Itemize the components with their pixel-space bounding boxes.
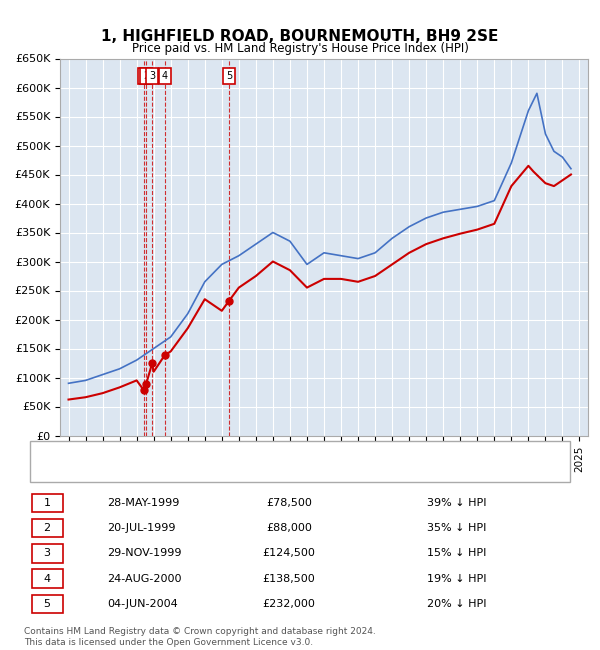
FancyBboxPatch shape [32, 595, 62, 613]
Text: £232,000: £232,000 [263, 599, 316, 609]
Text: Contains HM Land Registry data © Crown copyright and database right 2024.
This d: Contains HM Land Registry data © Crown c… [24, 627, 376, 647]
Text: 5: 5 [226, 71, 232, 81]
Text: 20-JUL-1999: 20-JUL-1999 [107, 523, 175, 533]
Text: 1, HIGHFIELD ROAD, BOURNEMOUTH, BH9 2SE: 1, HIGHFIELD ROAD, BOURNEMOUTH, BH9 2SE [101, 29, 499, 44]
Text: 5: 5 [44, 599, 50, 609]
Text: 2: 2 [44, 523, 51, 533]
Text: Price paid vs. HM Land Registry's House Price Index (HPI): Price paid vs. HM Land Registry's House … [131, 42, 469, 55]
Text: 29-NOV-1999: 29-NOV-1999 [107, 549, 181, 558]
Text: 39% ↓ HPI: 39% ↓ HPI [427, 498, 487, 508]
FancyBboxPatch shape [32, 544, 62, 562]
FancyBboxPatch shape [32, 494, 62, 512]
Text: 3: 3 [149, 71, 155, 81]
Text: HPI: Average price, detached house, Bournemouth Christchurch and Poole: HPI: Average price, detached house, Bour… [74, 467, 437, 476]
Text: £88,000: £88,000 [266, 523, 312, 533]
Text: 20% ↓ HPI: 20% ↓ HPI [427, 599, 487, 609]
Text: 15% ↓ HPI: 15% ↓ HPI [427, 549, 487, 558]
Text: 28-MAY-1999: 28-MAY-1999 [107, 498, 179, 508]
Text: 24-AUG-2000: 24-AUG-2000 [107, 573, 181, 584]
Text: 4: 4 [161, 71, 168, 81]
FancyBboxPatch shape [32, 519, 62, 538]
Text: 19% ↓ HPI: 19% ↓ HPI [427, 573, 487, 584]
Text: 04-JUN-2004: 04-JUN-2004 [107, 599, 178, 609]
Text: 4: 4 [44, 573, 51, 584]
Text: 1: 1 [44, 498, 50, 508]
FancyBboxPatch shape [29, 441, 571, 482]
FancyBboxPatch shape [32, 569, 62, 588]
Text: 3: 3 [44, 549, 50, 558]
Text: 35% ↓ HPI: 35% ↓ HPI [427, 523, 487, 533]
Text: 2: 2 [143, 71, 149, 81]
Text: 1, HIGHFIELD ROAD, BOURNEMOUTH, BH9 2SE (detached house): 1, HIGHFIELD ROAD, BOURNEMOUTH, BH9 2SE … [74, 447, 392, 456]
Text: £138,500: £138,500 [263, 573, 316, 584]
Text: £124,500: £124,500 [263, 549, 316, 558]
Text: 1: 1 [140, 71, 146, 81]
Text: £78,500: £78,500 [266, 498, 312, 508]
